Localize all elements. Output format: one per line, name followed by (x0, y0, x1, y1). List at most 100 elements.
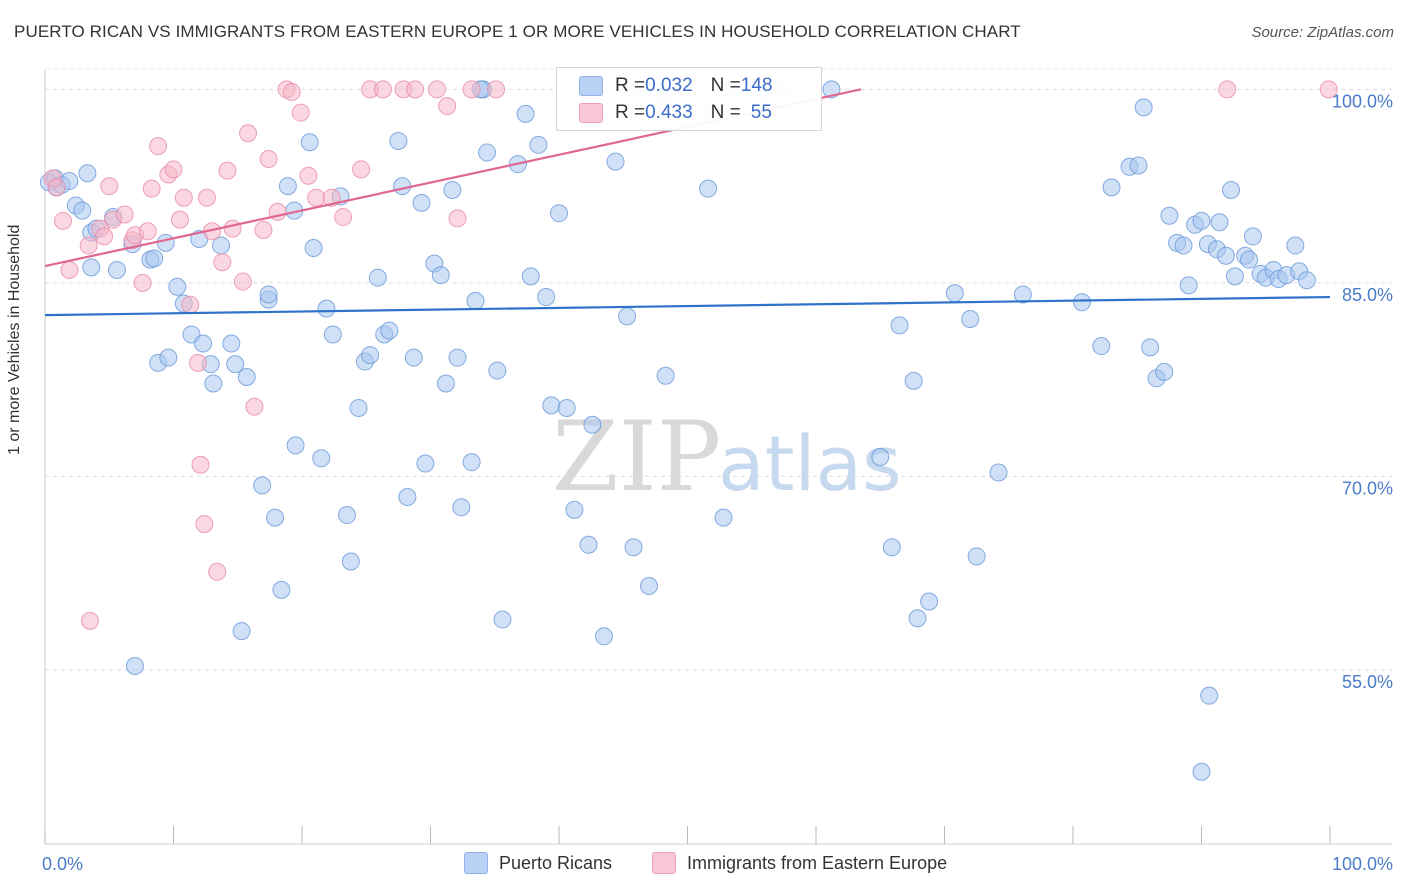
data-point (1243, 227, 1262, 246)
legend-label: Puerto Ricans (499, 852, 613, 873)
series-legend: Puerto Ricans Immigrants from Eastern Eu… (0, 852, 1406, 878)
data-point (107, 260, 126, 279)
data-point (299, 166, 318, 185)
data-point (1092, 337, 1111, 356)
data-point (245, 397, 264, 416)
data-point (149, 137, 168, 156)
data-point (1141, 338, 1160, 357)
zipatlas-watermark: ZIP atlas (552, 401, 902, 513)
axes (44, 70, 1392, 845)
data-point (181, 295, 200, 314)
data-point (398, 487, 417, 506)
data-point (253, 476, 272, 495)
data-point (579, 535, 598, 554)
data-point (699, 179, 718, 198)
data-point (213, 253, 232, 272)
data-point (448, 209, 467, 228)
data-point (550, 204, 568, 223)
data-point (1222, 180, 1241, 199)
data-point (361, 346, 380, 365)
data-point (624, 538, 643, 557)
data-point (222, 334, 241, 353)
data-point (334, 208, 353, 227)
data-point (266, 508, 285, 527)
watermark-zip: ZIP (552, 401, 721, 513)
legend-r-label: R = (615, 102, 646, 123)
data-point (488, 361, 507, 380)
data-point (208, 562, 227, 581)
data-point (323, 325, 342, 344)
data-point (1225, 267, 1244, 286)
chart-title: PUERTO RICAN VS IMMIGRANTS FROM EASTERN … (14, 22, 1021, 41)
data-point (871, 448, 890, 466)
legend-swatch-blue (579, 76, 603, 96)
data-point (278, 177, 297, 196)
data-point (1192, 211, 1211, 230)
legend-n-label: N = (710, 75, 741, 96)
data-point (882, 538, 901, 557)
data-point (1240, 250, 1259, 269)
y-tick-label: 100.0% (1332, 91, 1393, 111)
data-point (606, 152, 625, 171)
data-point (223, 219, 242, 238)
data-point (1072, 293, 1091, 312)
data-point (1179, 276, 1198, 295)
data-point (237, 368, 256, 387)
data-point (594, 627, 613, 646)
y-tick-label: 55.0% (1342, 672, 1393, 692)
data-point (341, 552, 360, 571)
data-point (404, 348, 423, 367)
y-tick-label: 70.0% (1342, 478, 1393, 498)
data-point (254, 220, 273, 239)
data-point (95, 227, 114, 246)
watermark-atlas: atlas (718, 419, 902, 508)
data-point (537, 288, 556, 307)
trend-line (44, 295, 1331, 317)
data-point (115, 205, 134, 224)
series-immigrants-eastern-europe (43, 80, 1338, 630)
data-point (170, 210, 189, 229)
data-point (1134, 98, 1153, 117)
data-point (322, 188, 341, 207)
legend-n-value: 148 (740, 75, 773, 96)
data-point (427, 80, 446, 99)
data-point (100, 177, 119, 196)
data-point (961, 309, 980, 328)
data-point (462, 453, 481, 472)
data-point (466, 291, 485, 310)
data-point (908, 609, 927, 628)
data-point (529, 135, 548, 154)
data-point (133, 273, 152, 292)
legend-r-value: 0.032 (645, 75, 693, 96)
data-point (542, 396, 561, 415)
data-point (1210, 213, 1229, 232)
data-point (1297, 271, 1316, 290)
data-point (920, 592, 939, 611)
data-point (191, 455, 210, 474)
data-point (618, 307, 637, 326)
data-point (493, 610, 512, 629)
data-point (317, 299, 336, 318)
legend-n-label: N = (710, 102, 741, 123)
data-point (462, 80, 481, 99)
data-point (583, 415, 602, 434)
data-point (195, 515, 214, 534)
data-point (232, 622, 251, 641)
data-point (145, 249, 164, 268)
data-point (73, 201, 92, 220)
data-point (286, 436, 305, 455)
legend-row-puerto-ricans: R = 0.032 N = 148 (579, 73, 772, 99)
y-axis-label: 1 or more Vehicles in Household (6, 224, 23, 455)
data-point (259, 285, 278, 304)
data-point (1129, 156, 1148, 175)
data-point (967, 547, 986, 566)
data-point (188, 353, 207, 372)
data-point (368, 268, 387, 287)
data-point (125, 656, 144, 675)
legend-row-immigrants: R = 0.433 N = 55 (579, 100, 772, 126)
data-point (438, 97, 457, 116)
legend-label: Immigrants from Eastern Europe (687, 852, 948, 873)
data-point (1216, 246, 1235, 265)
data-point (239, 124, 258, 143)
data-point (516, 104, 535, 123)
